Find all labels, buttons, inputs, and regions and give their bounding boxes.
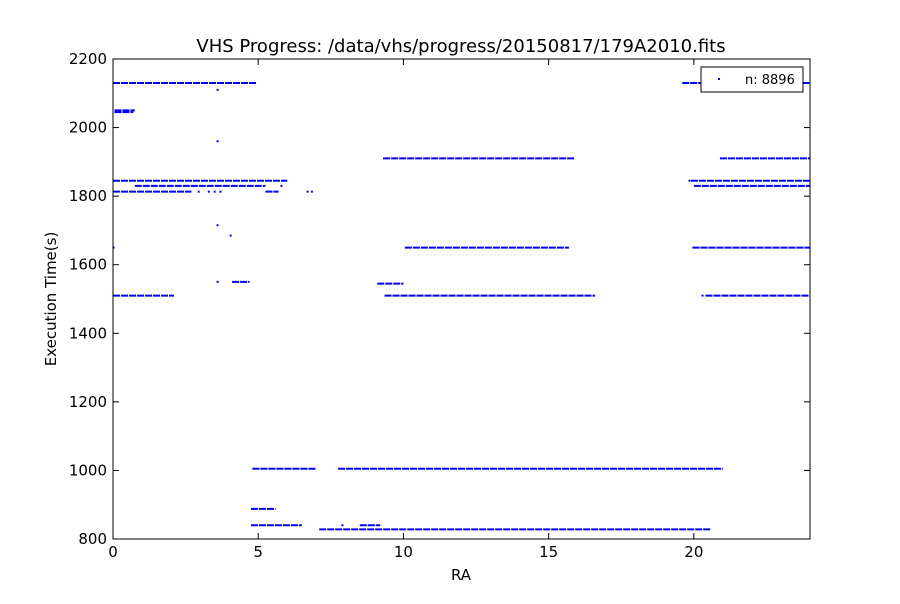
data-point [701,294,704,297]
y-tick-label: 1000 [69,461,107,479]
y-tick-label: 1400 [69,324,107,342]
legend: n: 8896 [700,66,804,93]
y-axis-label: Execution Time(s) [42,232,60,367]
y-tick-label: 1800 [69,187,107,205]
x-tick-label: 0 [108,543,118,561]
y-tick-label: 800 [78,530,107,548]
x-tick-label: 10 [394,543,413,561]
y-tick-label: 1600 [69,256,107,274]
data-point [216,140,219,143]
y-tick-label: 2200 [69,50,107,68]
data-point [280,184,283,187]
data-point [229,234,232,237]
x-axis: 0 5 10 15 20 [108,59,703,561]
data-point [207,190,210,193]
plot-frame [112,58,811,540]
plot-marks [112,82,810,531]
data-point [341,524,344,527]
x-tick-label: 20 [684,543,703,561]
data-point [310,190,313,193]
data-point [216,88,219,91]
x-axis-label: RA [451,566,472,584]
x-tick-label: 15 [539,543,558,561]
data-point [213,190,216,193]
legend-label: n: 8896 [745,73,795,88]
y-tick-label: 2000 [69,119,107,137]
data-point [197,190,200,193]
data-point [216,224,219,227]
legend-marker [718,78,720,80]
data-point [216,280,219,283]
data-point [112,246,115,249]
x-tick-label: 5 [253,543,263,561]
data-point [306,190,309,193]
data-point [219,190,222,193]
y-tick-label: 1200 [69,393,107,411]
data-point [688,179,691,182]
chart-title: VHS Progress: /data/vhs/progress/2015081… [196,36,725,57]
y-axis: 800 1000 1200 1400 1600 1800 2000 2200 [69,50,810,548]
